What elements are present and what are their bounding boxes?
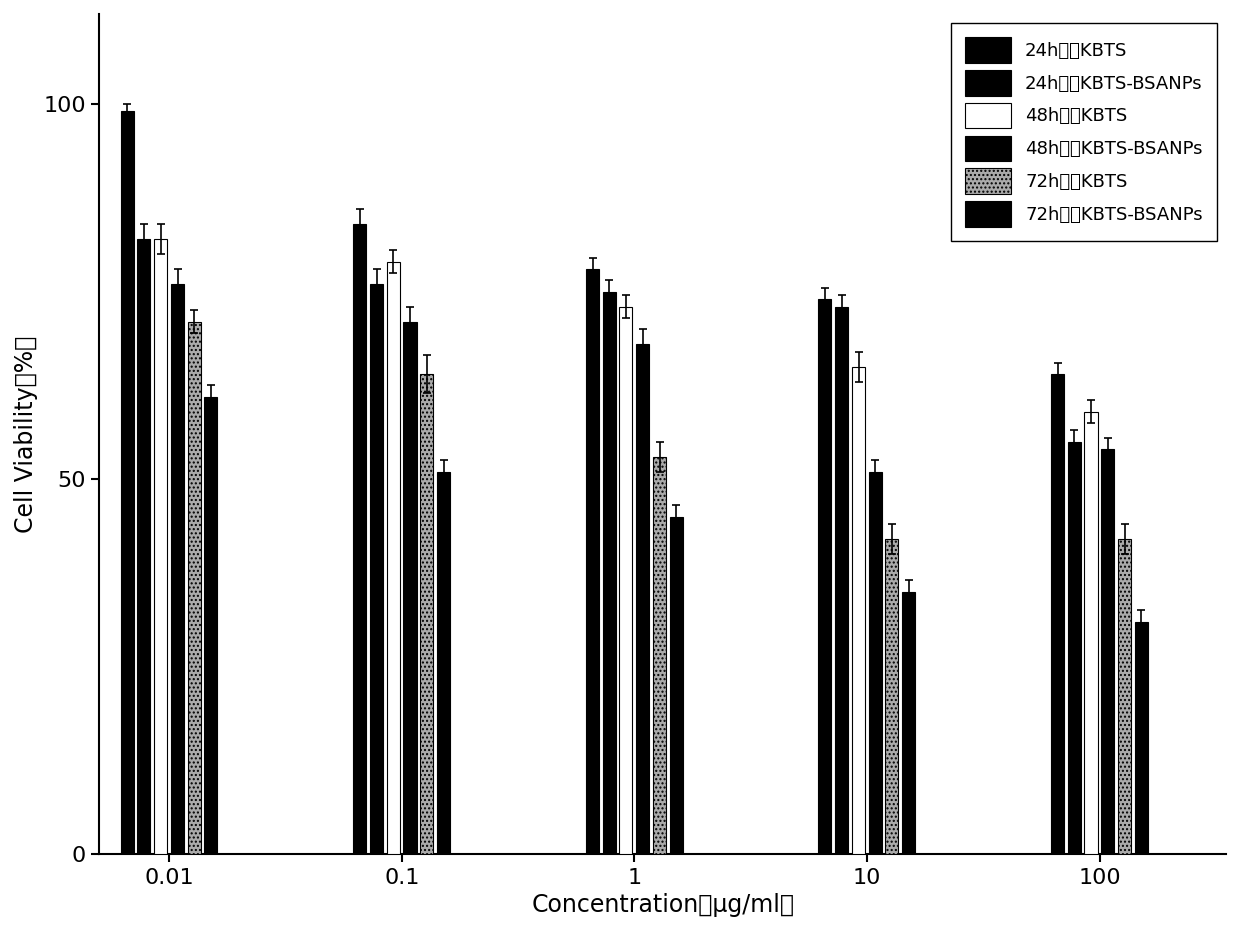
- Bar: [636, 344, 649, 855]
- Bar: [652, 456, 666, 855]
- Bar: [603, 291, 615, 855]
- Bar: [1118, 539, 1131, 855]
- Bar: [403, 321, 417, 855]
- Bar: [818, 299, 832, 855]
- Bar: [1052, 374, 1064, 855]
- Bar: [1135, 622, 1148, 855]
- Bar: [387, 262, 399, 855]
- Bar: [420, 374, 433, 855]
- Bar: [1068, 441, 1081, 855]
- Bar: [903, 592, 915, 855]
- Bar: [885, 539, 899, 855]
- Bar: [353, 224, 366, 855]
- Bar: [836, 306, 848, 855]
- Bar: [187, 321, 201, 855]
- Legend: 24h游离KBTS, 24h冻干KBTS-BSANPs, 48h游离KBTS, 48h冻干KBTS-BSANPs, 72h游离KBTS, 72h冻干KBTS-B: 24h游离KBTS, 24h冻干KBTS-BSANPs, 48h游离KBTS, …: [951, 23, 1218, 241]
- Bar: [154, 239, 167, 855]
- Bar: [436, 472, 450, 855]
- Bar: [869, 472, 882, 855]
- Bar: [205, 397, 217, 855]
- Bar: [1085, 412, 1097, 855]
- Bar: [120, 112, 134, 855]
- Bar: [171, 284, 184, 855]
- Bar: [852, 367, 866, 855]
- Bar: [1101, 449, 1115, 855]
- X-axis label: Concentration（μg/ml）: Concentration（μg/ml）: [531, 893, 794, 917]
- Bar: [370, 284, 383, 855]
- Bar: [619, 306, 632, 855]
- Bar: [138, 239, 150, 855]
- Bar: [670, 517, 682, 855]
- Bar: [585, 269, 599, 855]
- Y-axis label: Cell Viability（%）: Cell Viability（%）: [14, 335, 38, 533]
